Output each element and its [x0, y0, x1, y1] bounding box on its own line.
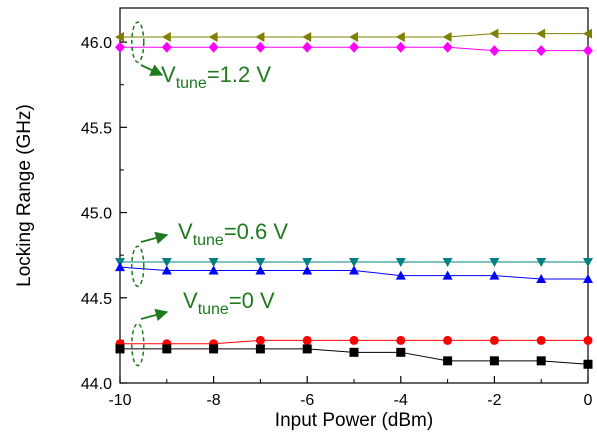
data-point: [209, 344, 219, 354]
data-point: [255, 344, 265, 354]
annotation-arrow: [140, 308, 169, 322]
annotation-label: Vtune=1.2 V: [161, 62, 271, 92]
data-point: [442, 257, 453, 267]
y-tick-label: 46.0: [81, 35, 112, 52]
data-point: [161, 41, 172, 53]
data-point: [255, 265, 266, 275]
data-point: [302, 257, 313, 267]
data-point: [583, 257, 593, 267]
data-point: [536, 28, 546, 39]
data-point: [536, 45, 547, 57]
data-point: [443, 335, 453, 345]
data-point: [349, 265, 359, 275]
data-point: [208, 265, 219, 275]
data-point: [395, 41, 406, 53]
data-point: [395, 257, 406, 267]
data-point: [443, 356, 453, 366]
data-point: [536, 257, 547, 267]
data-point: [583, 28, 592, 39]
annotation-arrow: [140, 64, 164, 76]
annotation-label: Vtune=0.6 V: [178, 219, 288, 249]
data-point: [442, 270, 453, 280]
data-point: [255, 335, 265, 345]
data-point: [583, 359, 593, 369]
x-axis-title: Input Power (dBm): [275, 410, 433, 431]
data-point: [396, 335, 406, 345]
data-point: [255, 257, 266, 267]
axis-ticks: -10 -8 -6 -4 -2 0 44.0 44.5 45.0 45.5 46.0: [81, 35, 593, 409]
data-point: [396, 347, 406, 357]
data-point: [583, 335, 593, 345]
data-point: [302, 41, 313, 53]
data-point: [208, 257, 219, 267]
data-point: [162, 344, 172, 354]
annotation-ellipse: [131, 322, 145, 367]
data-point: [489, 270, 500, 280]
data-point: [302, 31, 312, 42]
data-point: [349, 257, 359, 267]
y-axis-title: Locking Range (GHz): [14, 104, 35, 287]
data-point: [161, 265, 172, 275]
annotation-arrow: [140, 231, 169, 245]
annotation-ellipse: [131, 245, 145, 287]
data-point: [161, 257, 172, 267]
plot-frame: [119, 7, 589, 384]
data-point: [208, 41, 219, 53]
data-point: [536, 356, 546, 366]
x-tick-label: -4: [394, 392, 408, 409]
y-tick-label: 45.5: [81, 120, 112, 137]
data-point: [349, 41, 359, 53]
data-point: [395, 270, 406, 280]
data-point: [583, 45, 593, 57]
data-point: [208, 31, 218, 42]
x-tick-label: 0: [584, 392, 593, 409]
data-point: [489, 45, 500, 57]
plot-area: -10 -8 -6 -4 -2 0 44.0 44.5 45.0 45.5 46.0 Vtune=1…: [81, 7, 593, 409]
data-point: [302, 344, 312, 354]
x-tick-label: -8: [206, 392, 220, 409]
data-point: [161, 31, 171, 42]
data-point: [302, 335, 312, 345]
series-markers: [115, 28, 593, 369]
y-tick-label: 44.5: [81, 291, 112, 308]
data-point: [349, 347, 359, 357]
data-point: [115, 31, 124, 42]
y-tick-label: 45.0: [81, 206, 112, 223]
data-point: [489, 257, 500, 267]
data-point: [349, 31, 358, 42]
data-point: [349, 335, 359, 345]
x-tick-label: -2: [487, 392, 501, 409]
data-point: [583, 274, 593, 284]
data-point: [115, 41, 125, 53]
data-point: [536, 335, 546, 345]
data-point: [302, 265, 313, 275]
data-point: [442, 41, 453, 53]
data-point: [255, 41, 266, 53]
data-point: [115, 262, 125, 272]
data-point: [115, 344, 125, 354]
x-tick-label: -6: [300, 392, 314, 409]
data-point: [442, 31, 452, 42]
data-point: [489, 335, 499, 345]
y-tick-label: 44.0: [81, 376, 112, 393]
annotation-ellipse: [131, 21, 145, 63]
data-point: [255, 31, 265, 42]
annotations: Vtune=1.2 V Vtune=0.6 V Vtune=0 V: [131, 21, 288, 367]
annotation-label: Vtune=0 V: [183, 288, 275, 318]
data-point: [489, 28, 499, 39]
x-tick-label: -10: [108, 392, 131, 409]
data-point: [489, 356, 499, 366]
data-point: [536, 274, 547, 284]
data-point: [395, 31, 405, 42]
